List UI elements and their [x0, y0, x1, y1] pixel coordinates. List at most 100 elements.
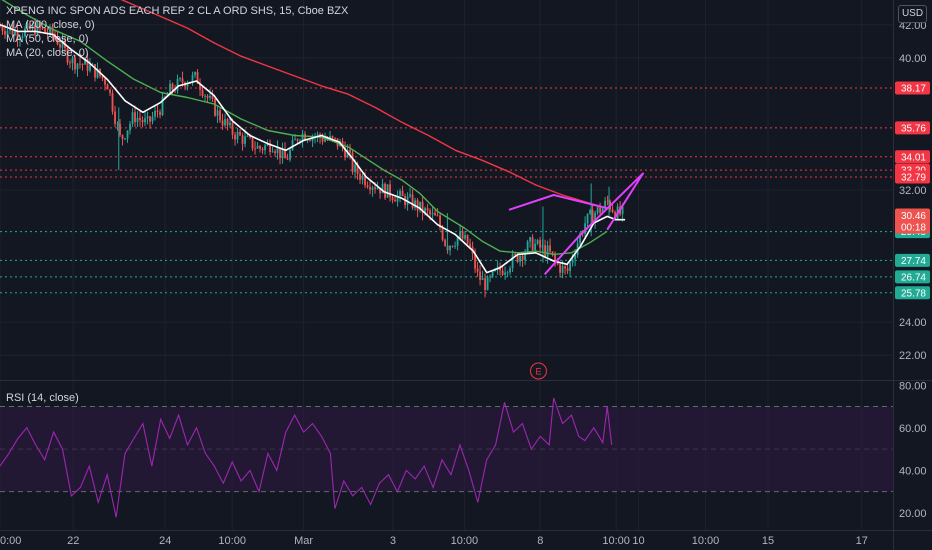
candle-body [511, 254, 514, 269]
candle-body [164, 96, 166, 98]
candle-body [359, 173, 361, 180]
candle-body [121, 134, 124, 139]
candle-body [569, 262, 571, 271]
candle-body [41, 28, 44, 29]
rsi-line [0, 397, 613, 518]
candle-body [221, 120, 224, 126]
candle-body [356, 164, 359, 174]
candle-body [76, 63, 79, 70]
candle-body [351, 152, 354, 172]
candle-body [484, 278, 486, 291]
rsi-tick-label: 60.00 [899, 423, 927, 435]
level-price-label: 35.76 [901, 123, 926, 134]
candle-body [461, 231, 464, 239]
ma20-legend[interactable]: MA (20, close, 0) [6, 47, 89, 59]
candle-body [174, 90, 176, 92]
candle-body [26, 23, 29, 29]
candle-body [399, 190, 401, 196]
candle-body [309, 140, 311, 141]
candle-body [304, 133, 306, 141]
candle-body [144, 118, 146, 123]
candle-body [294, 139, 296, 141]
candle-body [321, 137, 324, 142]
candle-body [429, 210, 431, 215]
candle-body [456, 237, 459, 246]
candle-body [529, 237, 531, 242]
candle-body [201, 89, 204, 96]
time-tick-label: 17 [856, 535, 868, 547]
candle-body [109, 89, 111, 94]
candle-body [226, 119, 229, 126]
candle-body [274, 151, 276, 154]
time-tick-label: 22 [67, 535, 79, 547]
candle-body [196, 72, 199, 84]
candle-body [236, 131, 239, 140]
candle-body [516, 254, 519, 262]
currency-button[interactable]: USD [898, 5, 927, 23]
ma50-legend[interactable]: MA (50, close, 0) [6, 33, 89, 45]
candle-body [194, 72, 196, 76]
candle-body [24, 28, 26, 37]
time-tick-label: 0:00 [0, 535, 21, 547]
candle-body [234, 134, 236, 140]
candle-body [176, 78, 179, 91]
candle-body [279, 147, 281, 159]
candle-body [476, 268, 479, 272]
candle-body [241, 135, 244, 144]
time-tick-label: 10:00 [692, 535, 720, 547]
candle-body [381, 183, 384, 194]
price-tick-label: 24.00 [899, 317, 927, 329]
rsi-legend[interactable]: RSI (14, close) [6, 392, 79, 404]
candle-body [394, 199, 396, 202]
candle-body [501, 270, 504, 275]
candle-body [119, 123, 121, 135]
candle-body [554, 254, 556, 261]
candle-body [246, 136, 249, 138]
candle-body [264, 145, 266, 151]
candle-body [451, 245, 454, 247]
level-price-label: 25.78 [901, 288, 926, 299]
candle-body [114, 111, 116, 124]
wedge-trendline [508, 194, 608, 211]
candle-body [126, 130, 129, 139]
level-price-label-badge [895, 81, 930, 95]
candle-body [371, 187, 374, 190]
candle-body [346, 149, 349, 158]
price-tick-label: 40.00 [899, 53, 927, 65]
candle-body [271, 151, 274, 153]
time-tick-label: 10 [632, 535, 644, 547]
wedge-trendline [543, 172, 644, 275]
candle-body [534, 243, 536, 250]
candle-body [84, 59, 86, 65]
last-price-badge [895, 208, 930, 234]
candle-body [169, 83, 171, 95]
candle-body [89, 64, 91, 71]
rsi-tick-label: 80.00 [899, 380, 927, 392]
candle-body [231, 122, 234, 135]
candle-body [31, 24, 34, 29]
candle-body [206, 95, 209, 98]
candle-body [509, 268, 511, 273]
candle-body [269, 143, 271, 153]
level-price-label-badge [895, 286, 930, 300]
level-price-label: 27.74 [901, 256, 926, 267]
candle-body [116, 123, 119, 125]
candle-body [481, 278, 484, 281]
candle-body [621, 207, 624, 215]
candle-body [161, 96, 164, 115]
moving-average-line [1, 0, 608, 256]
candle-body [286, 158, 289, 160]
ma200-legend[interactable]: MA (200, close, 0) [6, 19, 95, 31]
candle-body [171, 83, 174, 91]
candle-body [259, 146, 261, 149]
last-price-countdown: 00:18 [901, 222, 926, 233]
candle-body [589, 210, 591, 214]
level-price-label-badge [895, 253, 930, 267]
candle-body [146, 116, 149, 119]
candle-body [134, 112, 136, 122]
level-price-label: 26.74 [901, 272, 926, 283]
candle-body [254, 148, 256, 150]
candle-body [66, 47, 69, 63]
candle-body [391, 197, 394, 200]
